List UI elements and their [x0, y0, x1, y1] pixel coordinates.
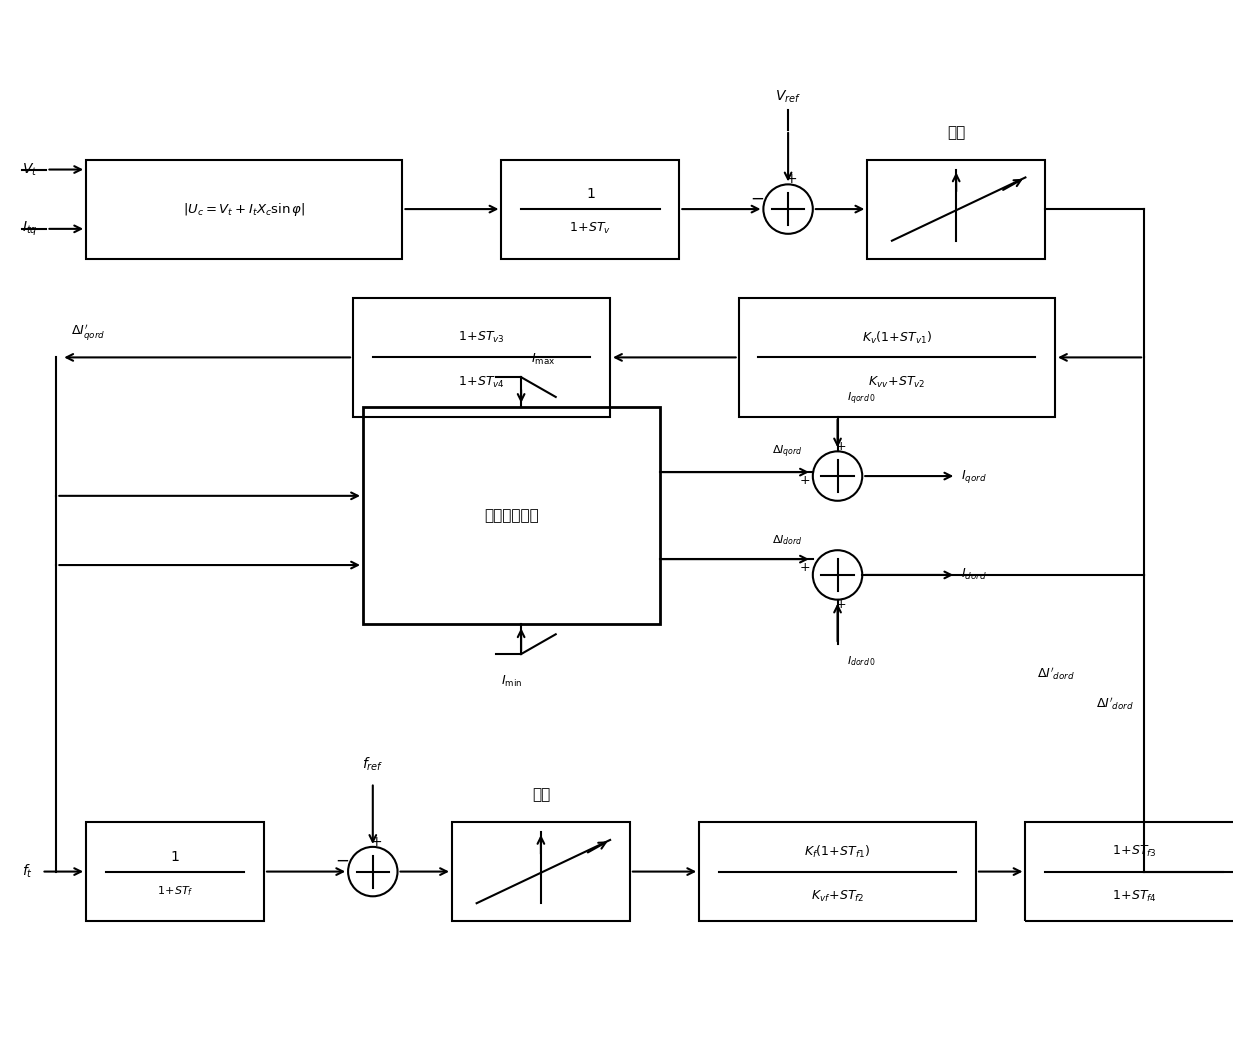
- Text: $1\!+\!ST_{v4}$: $1\!+\!ST_{v4}$: [458, 374, 505, 390]
- Bar: [501, 160, 680, 259]
- Text: $|U_c = V_t + I_t X_c \sin\varphi|$: $|U_c = V_t + I_t X_c \sin\varphi|$: [184, 201, 305, 218]
- Text: $+$: $+$: [835, 598, 846, 611]
- Text: $-$: $-$: [750, 188, 765, 206]
- Text: $1\!+\!ST_{f4}$: $1\!+\!ST_{f4}$: [1112, 889, 1157, 904]
- Text: $\Delta I'_{dord}$: $\Delta I'_{dord}$: [1096, 695, 1135, 712]
- Text: $\Delta I'_{dord}$: $\Delta I'_{dord}$: [1037, 665, 1075, 682]
- Text: $I_{\min}$: $I_{\min}$: [501, 674, 522, 688]
- Bar: [353, 298, 610, 417]
- Text: $1$: $1$: [585, 187, 595, 201]
- Text: $\Delta I_{qord}$: $\Delta I_{qord}$: [773, 444, 804, 460]
- Text: $V_{ref}$: $V_{ref}$: [775, 89, 801, 105]
- Text: $\Delta I_{dord}$: $\Delta I_{dord}$: [773, 534, 804, 548]
- Text: $I_{tq}$: $I_{tq}$: [22, 220, 37, 238]
- Text: $K_v(1\!+\!ST_{v1})$: $K_v(1\!+\!ST_{v1})$: [862, 330, 932, 346]
- Text: $K_{vv}\!+\!ST_{v2}$: $K_{vv}\!+\!ST_{v2}$: [868, 374, 925, 390]
- Text: $-$: $-$: [335, 850, 350, 869]
- Text: $1\!+\!ST_{v3}$: $1\!+\!ST_{v3}$: [458, 330, 505, 345]
- Text: $I_{dord\,0}$: $I_{dord\,0}$: [847, 654, 877, 667]
- Bar: [451, 822, 630, 921]
- Bar: [867, 160, 1045, 259]
- Bar: [363, 407, 660, 624]
- Bar: [1025, 822, 1240, 921]
- Text: $+$: $+$: [785, 172, 797, 186]
- Text: $1\!+\!ST_{f3}$: $1\!+\!ST_{f3}$: [1112, 844, 1157, 860]
- Text: $+$: $+$: [835, 440, 846, 453]
- Text: $K_{vf}\!+\!ST_{f2}$: $K_{vf}\!+\!ST_{f2}$: [811, 889, 864, 904]
- Bar: [739, 298, 1055, 417]
- Text: $f_{ref}$: $f_{ref}$: [362, 756, 383, 772]
- Text: $I_{dord}$: $I_{dord}$: [961, 568, 987, 582]
- Text: $V_t$: $V_t$: [22, 162, 37, 178]
- Text: 动态分配控制: 动态分配控制: [484, 508, 538, 523]
- Text: 死区: 死区: [947, 125, 965, 140]
- Text: $+$: $+$: [799, 560, 810, 574]
- Bar: [699, 822, 976, 921]
- Text: $+$: $+$: [370, 834, 382, 849]
- Text: $1\!+\!ST_f$: $1\!+\!ST_f$: [156, 885, 193, 899]
- Text: $1\!+\!ST_v$: $1\!+\!ST_v$: [569, 222, 611, 236]
- Text: $1$: $1$: [170, 850, 180, 864]
- Bar: [86, 160, 403, 259]
- Text: $K_f(1\!+\!ST_{f1})$: $K_f(1\!+\!ST_{f1})$: [805, 844, 870, 860]
- Text: $I_{qord\,0}$: $I_{qord\,0}$: [847, 390, 877, 407]
- Text: $\Delta I_{qord}^{\prime}$: $\Delta I_{qord}^{\prime}$: [71, 323, 105, 343]
- Text: 死区: 死区: [532, 787, 551, 802]
- Text: $+$: $+$: [799, 474, 810, 487]
- Text: $I_{qord}$: $I_{qord}$: [961, 468, 987, 485]
- Bar: [86, 822, 264, 921]
- Text: $f_t$: $f_t$: [22, 863, 32, 881]
- Text: $I_{\max}$: $I_{\max}$: [531, 352, 556, 367]
